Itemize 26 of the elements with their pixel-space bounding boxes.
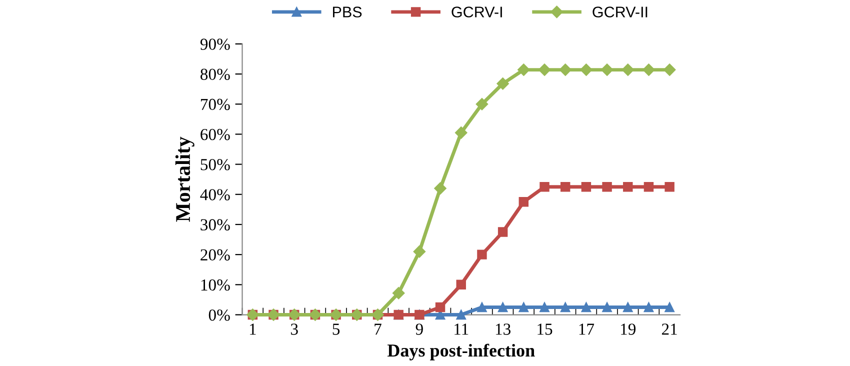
x-tick-label: 19	[621, 324, 636, 335]
legend-label: GCRV-I	[452, 6, 502, 18]
y-axis-title: Mortality	[175, 136, 194, 222]
y-tick-label: 30%	[200, 219, 230, 230]
y-tick-label: 20%	[200, 249, 230, 261]
x-tick-label: 13	[496, 324, 510, 335]
x-axis-title: Days post-infection	[387, 344, 535, 360]
y-tick-label: 0%	[208, 309, 230, 321]
legend-label: GCRV-II	[592, 6, 648, 18]
y-tick-label: 40%	[200, 189, 230, 200]
x-tick-label: 1	[250, 324, 256, 335]
legend-label: PBS	[333, 6, 362, 18]
x-tick-label: 3	[290, 324, 298, 335]
y-tick-label: 60%	[200, 128, 230, 140]
x-tick-label: 15	[538, 324, 552, 335]
x-tick-label: 7	[374, 324, 382, 335]
x-tick-label: 5	[332, 324, 340, 335]
x-tick-label: 11	[454, 324, 468, 335]
y-tick-label: 70%	[200, 98, 230, 110]
y-tick-label: 80%	[200, 68, 230, 80]
y-tick-label: 50%	[200, 158, 230, 170]
x-tick-label: 9	[416, 324, 423, 335]
x-tick-label: 17	[579, 324, 594, 335]
x-tick-label: 21	[662, 324, 677, 335]
y-tick-label: 10%	[201, 279, 230, 291]
y-tick-label: 90%	[200, 38, 230, 50]
